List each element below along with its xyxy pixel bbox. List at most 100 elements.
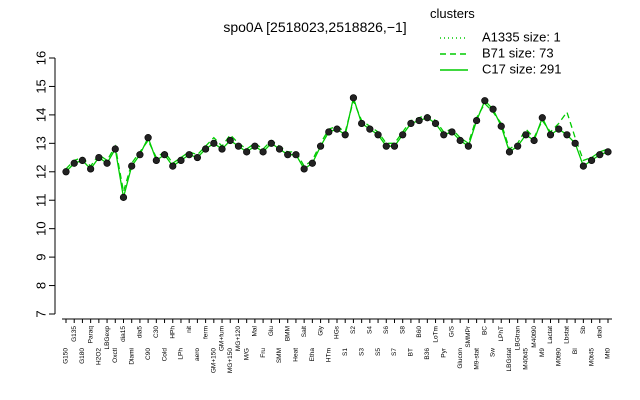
data-point xyxy=(243,148,251,156)
data-point xyxy=(423,114,431,122)
data-point xyxy=(505,148,514,156)
legend-label: A1335 size: 1 xyxy=(482,29,561,44)
x-tick-label: ferm xyxy=(202,326,209,339)
x-tick-label: BC xyxy=(482,326,489,335)
data-point xyxy=(448,128,456,136)
data-point xyxy=(473,116,481,125)
data-point xyxy=(308,159,316,167)
data-point xyxy=(78,156,87,164)
data-point xyxy=(407,119,415,128)
x-tick-label: Paraq xyxy=(87,326,94,344)
data-point xyxy=(382,142,390,150)
x-tick-label: dia0 xyxy=(597,326,604,339)
x-tick-label: GM+fum xyxy=(219,326,226,351)
data-point xyxy=(538,114,546,122)
data-point xyxy=(349,94,358,102)
x-tick-label: S8 xyxy=(399,326,406,334)
x-tick-label: Lactat xyxy=(547,326,554,344)
data-point xyxy=(160,151,169,159)
data-point xyxy=(431,119,440,128)
x-tick-label: HGs xyxy=(334,325,341,339)
x-tick-label: dia15 xyxy=(120,326,127,342)
y-tick-label: 16 xyxy=(33,51,48,65)
data-point xyxy=(563,131,571,139)
data-point xyxy=(70,159,78,167)
data-point xyxy=(571,139,579,147)
data-point xyxy=(284,151,292,159)
x-tick-label: S3 xyxy=(358,348,365,356)
data-point xyxy=(587,156,596,164)
y-tick-label: 12 xyxy=(33,165,48,179)
x-tick-label: SMM xyxy=(276,348,283,363)
legend-label: B71 size: 73 xyxy=(482,45,554,60)
x-tick-label: GM+150 xyxy=(211,348,218,373)
data-point xyxy=(440,131,448,139)
x-tick-label: LPh xyxy=(178,348,185,360)
x-tick-label: Sw xyxy=(490,348,497,357)
y-tick-label: 14 xyxy=(33,108,48,122)
x-tick-label: M0t90 xyxy=(555,348,562,366)
data-point xyxy=(579,162,587,170)
data-point xyxy=(489,105,497,113)
x-tick-label: HPh xyxy=(169,326,176,339)
x-tick-label: Oxctl xyxy=(112,347,119,362)
data-point xyxy=(218,145,226,153)
data-point xyxy=(128,162,136,170)
x-tick-label: Glucon xyxy=(457,348,464,369)
x-tick-label: LoTm xyxy=(432,326,439,343)
data-point xyxy=(177,156,185,164)
data-point xyxy=(111,145,119,153)
y-tick-label: 11 xyxy=(33,193,48,207)
data-point xyxy=(546,131,555,139)
data-point xyxy=(456,136,464,145)
data-point xyxy=(234,142,243,150)
data-point xyxy=(62,168,70,176)
x-tick-label: Fru xyxy=(260,348,267,358)
x-tick-label: S4 xyxy=(367,326,374,334)
data-point xyxy=(275,145,284,153)
x-tick-label: Sb xyxy=(580,326,587,334)
x-tick-label: BT xyxy=(408,348,415,356)
data-point xyxy=(144,134,152,142)
chart-title: spo0A [2518023,2518826,−1] xyxy=(223,19,406,35)
x-tick-label: M40t90 xyxy=(531,326,538,348)
x-tick-label: M9 xyxy=(539,348,546,357)
data-point xyxy=(358,119,366,128)
x-tick-label: M40t45 xyxy=(523,348,530,370)
data-point xyxy=(333,125,341,133)
x-tick-label: BI xyxy=(572,348,579,354)
data-point xyxy=(251,142,259,150)
x-tick-label: C90 xyxy=(145,348,152,360)
data-point xyxy=(325,128,333,136)
data-point xyxy=(341,131,349,139)
x-tick-label: S6 xyxy=(383,326,390,334)
x-tick-label: H2O2 xyxy=(96,348,103,365)
data-point xyxy=(415,116,423,125)
data-point xyxy=(292,151,300,159)
x-tick-label: S1 xyxy=(342,348,349,356)
data-point xyxy=(185,151,193,159)
x-tick-label: M0t45 xyxy=(588,348,595,366)
x-tick-label: Gly xyxy=(317,325,324,336)
y-tick-label: 10 xyxy=(33,221,48,235)
y-tick-label: 9 xyxy=(33,253,48,260)
data-point xyxy=(226,136,234,145)
x-tick-label: Mt0 xyxy=(605,348,612,359)
series-line xyxy=(65,95,609,198)
data-point xyxy=(210,139,218,147)
x-tick-label: nit xyxy=(186,326,193,333)
x-tick-label: M/G xyxy=(243,348,250,360)
data-point xyxy=(193,153,201,162)
data-point xyxy=(464,142,472,150)
y-tick-label: 13 xyxy=(33,136,48,150)
x-tick-label: G135 xyxy=(71,326,78,342)
data-point xyxy=(259,148,267,156)
x-tick-label: B36 xyxy=(424,348,431,360)
data-point xyxy=(530,136,538,145)
y-tick-label: 7 xyxy=(33,310,48,317)
x-tick-label: B60 xyxy=(416,326,423,338)
data-point xyxy=(119,193,128,201)
x-tick-label: S5 xyxy=(375,348,382,356)
x-tick-label: Glu xyxy=(268,326,275,337)
